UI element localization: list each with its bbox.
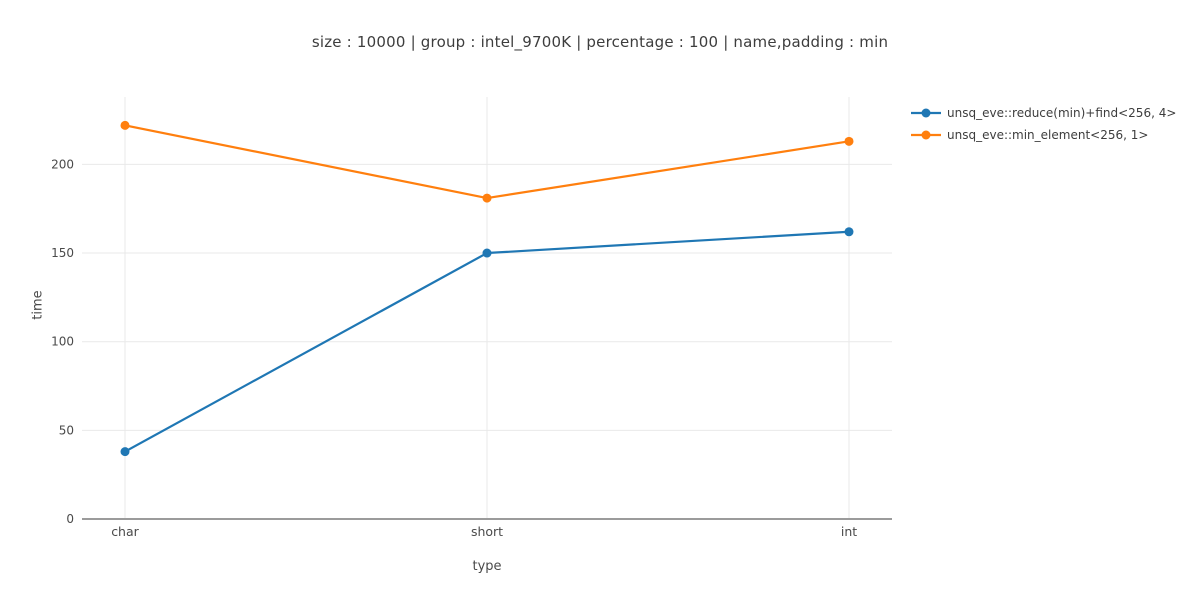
series-unsq_eve::reduce(min)+find<256, 4>[interactable] [120,227,854,457]
legend: unsq_eve::reduce(min)+find<256, 4>unsq_e… [910,103,1176,145]
y-tick-label: 0 [66,512,74,526]
data-point[interactable] [844,227,854,237]
x-tick-label: char [111,524,139,539]
x-tick-label: int [841,524,857,539]
legend-item[interactable]: unsq_eve::min_element<256, 1> [910,125,1176,145]
legend-label: unsq_eve::min_element<256, 1> [947,128,1149,142]
y-tick-label: 200 [51,157,74,171]
data-point[interactable] [482,193,492,203]
x-axis-title: type [472,559,502,574]
y-tick-label: 100 [51,335,74,349]
chart-title: size : 10000 | group : intel_9700K | per… [311,33,889,51]
y-tick-label: 50 [59,423,74,437]
legend-label: unsq_eve::reduce(min)+find<256, 4> [947,106,1177,120]
legend-item[interactable]: unsq_eve::reduce(min)+find<256, 4> [910,103,1176,123]
series-unsq_eve::min_element<256, 1>[interactable] [120,120,854,203]
x-tick-label: short [471,524,503,539]
x-tick-labels: char short int [111,524,857,539]
gridlines [82,97,892,519]
data-point[interactable] [482,248,492,258]
y-tick-label: 150 [51,246,74,260]
data-point[interactable] [844,136,854,146]
legend-marker-icon [911,130,941,140]
data-point[interactable] [120,120,130,130]
legend-marker-icon [911,108,941,118]
y-tick-labels: 0 50 100 150 200 [51,157,74,526]
data-point[interactable] [120,447,130,457]
